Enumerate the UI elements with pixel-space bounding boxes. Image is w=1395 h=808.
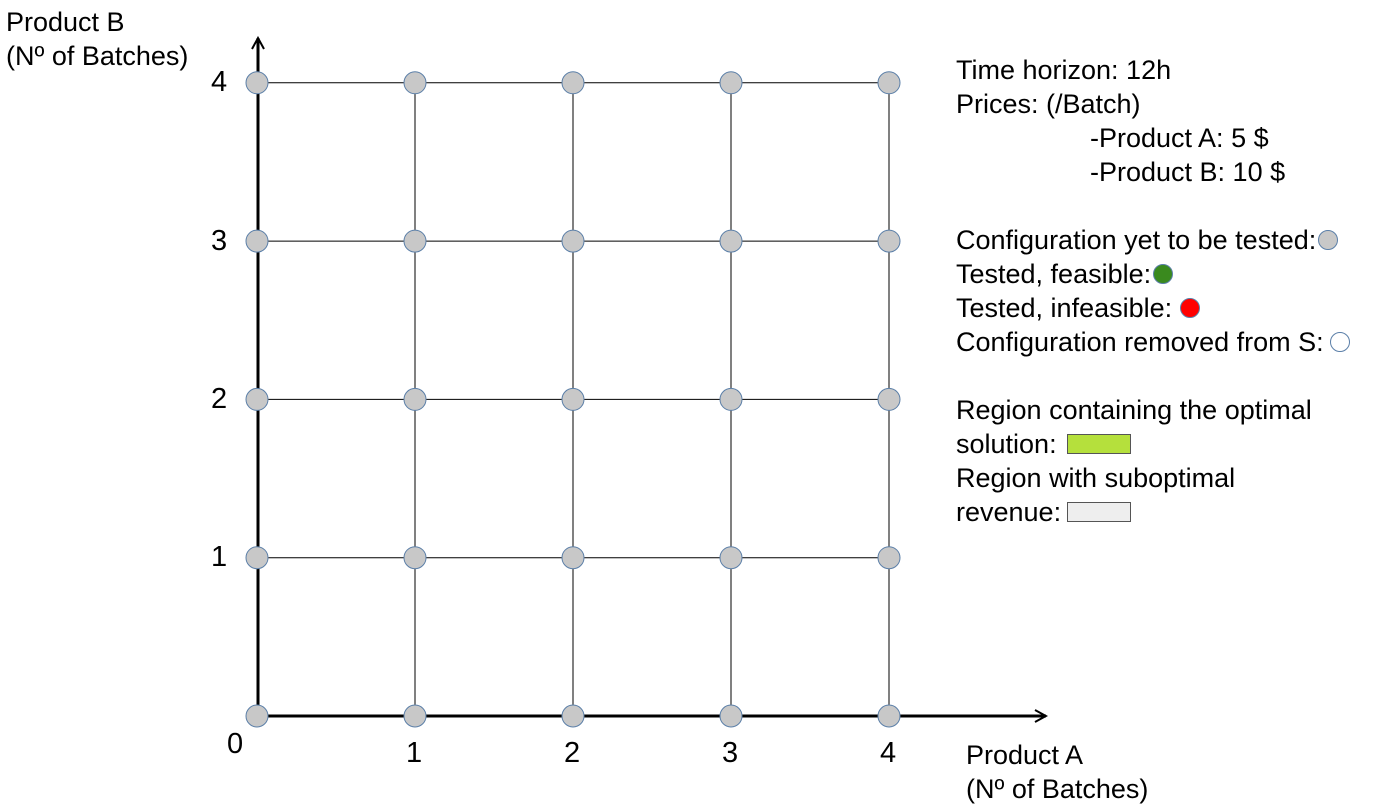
prices-title: Prices: (/Batch) (956, 89, 1141, 119)
time-horizon-text: Time horizon: 12h (956, 55, 1172, 85)
configuration-node (719, 546, 743, 570)
y-tick-label: 4 (211, 66, 228, 98)
suboptimal-region-swatch (1067, 502, 1132, 522)
untested-label: Configuration yet to be tested: (956, 225, 1317, 255)
configuration-node (877, 71, 901, 95)
configuration-node (403, 704, 427, 728)
configuration-node (719, 704, 743, 728)
configuration-node (245, 71, 269, 95)
x-tick-label: 4 (880, 737, 897, 769)
configuration-node (403, 229, 427, 253)
configuration-node (719, 71, 743, 95)
feasible-label: Tested, feasible: (956, 259, 1152, 289)
configuration-node (877, 704, 901, 728)
optimal-region-swatch (1066, 434, 1131, 454)
configuration-node (561, 387, 585, 411)
y-tick-label: 1 (211, 541, 228, 573)
configuration-node (877, 229, 901, 253)
configuration-node (245, 387, 269, 411)
infeasible-label: Tested, infeasible: (956, 293, 1173, 323)
configuration-node (245, 546, 269, 570)
untested-node-icon (1318, 230, 1339, 250)
legend-suboptimal: revenue: (956, 495, 1350, 529)
y-tick-label: 2 (211, 383, 228, 415)
x-axis-title: Product A (Nº of Batches) (966, 740, 1149, 804)
configuration-node (245, 229, 269, 253)
configuration-node (403, 546, 427, 570)
configuration-node (561, 71, 585, 95)
suboptimal-region-line1: Region with suboptimal (956, 463, 1236, 493)
feasible-node-icon (1153, 264, 1174, 284)
removed-node-icon (1329, 332, 1350, 352)
y-tick-label: 3 (211, 225, 228, 257)
infeasible-node-icon (1180, 298, 1201, 318)
x-tick-label: 2 (564, 737, 581, 769)
configuration-node (403, 71, 427, 95)
configuration-node (719, 387, 743, 411)
legend-feasible: Tested, feasible: (956, 257, 1350, 291)
x-tick-label: 1 (406, 737, 423, 769)
legend-optimal: solution: (956, 427, 1350, 461)
x-tick-label: 3 (722, 737, 739, 769)
configuration-node (403, 387, 427, 411)
configuration-node (877, 387, 901, 411)
legend-untested: Configuration yet to be tested: (956, 223, 1350, 257)
removed-label: Configuration removed from S: (956, 327, 1324, 357)
y-axis-title: Product B (Nº of Batches) (6, 7, 189, 71)
optimal-label: solution: (956, 429, 1057, 459)
price-product-b: -Product B: 10 $ (1090, 157, 1286, 187)
configuration-node (719, 229, 743, 253)
suboptimal-label: revenue: (956, 497, 1062, 527)
legend-infeasible: Tested, infeasible: (956, 291, 1350, 325)
legend-removed: Configuration removed from S: (956, 325, 1350, 359)
configuration-node (561, 704, 585, 728)
configuration-node (877, 546, 901, 570)
configuration-node (561, 546, 585, 570)
origin-label: 0 (227, 728, 244, 760)
price-product-a: -Product A: 5 $ (1090, 123, 1269, 153)
legend-panel: Time horizon: 12h Prices: (/Batch) -Prod… (956, 53, 1350, 529)
configuration-node (561, 229, 585, 253)
configuration-node (245, 704, 269, 728)
optimal-region-line1: Region containing the optimal (956, 395, 1312, 425)
